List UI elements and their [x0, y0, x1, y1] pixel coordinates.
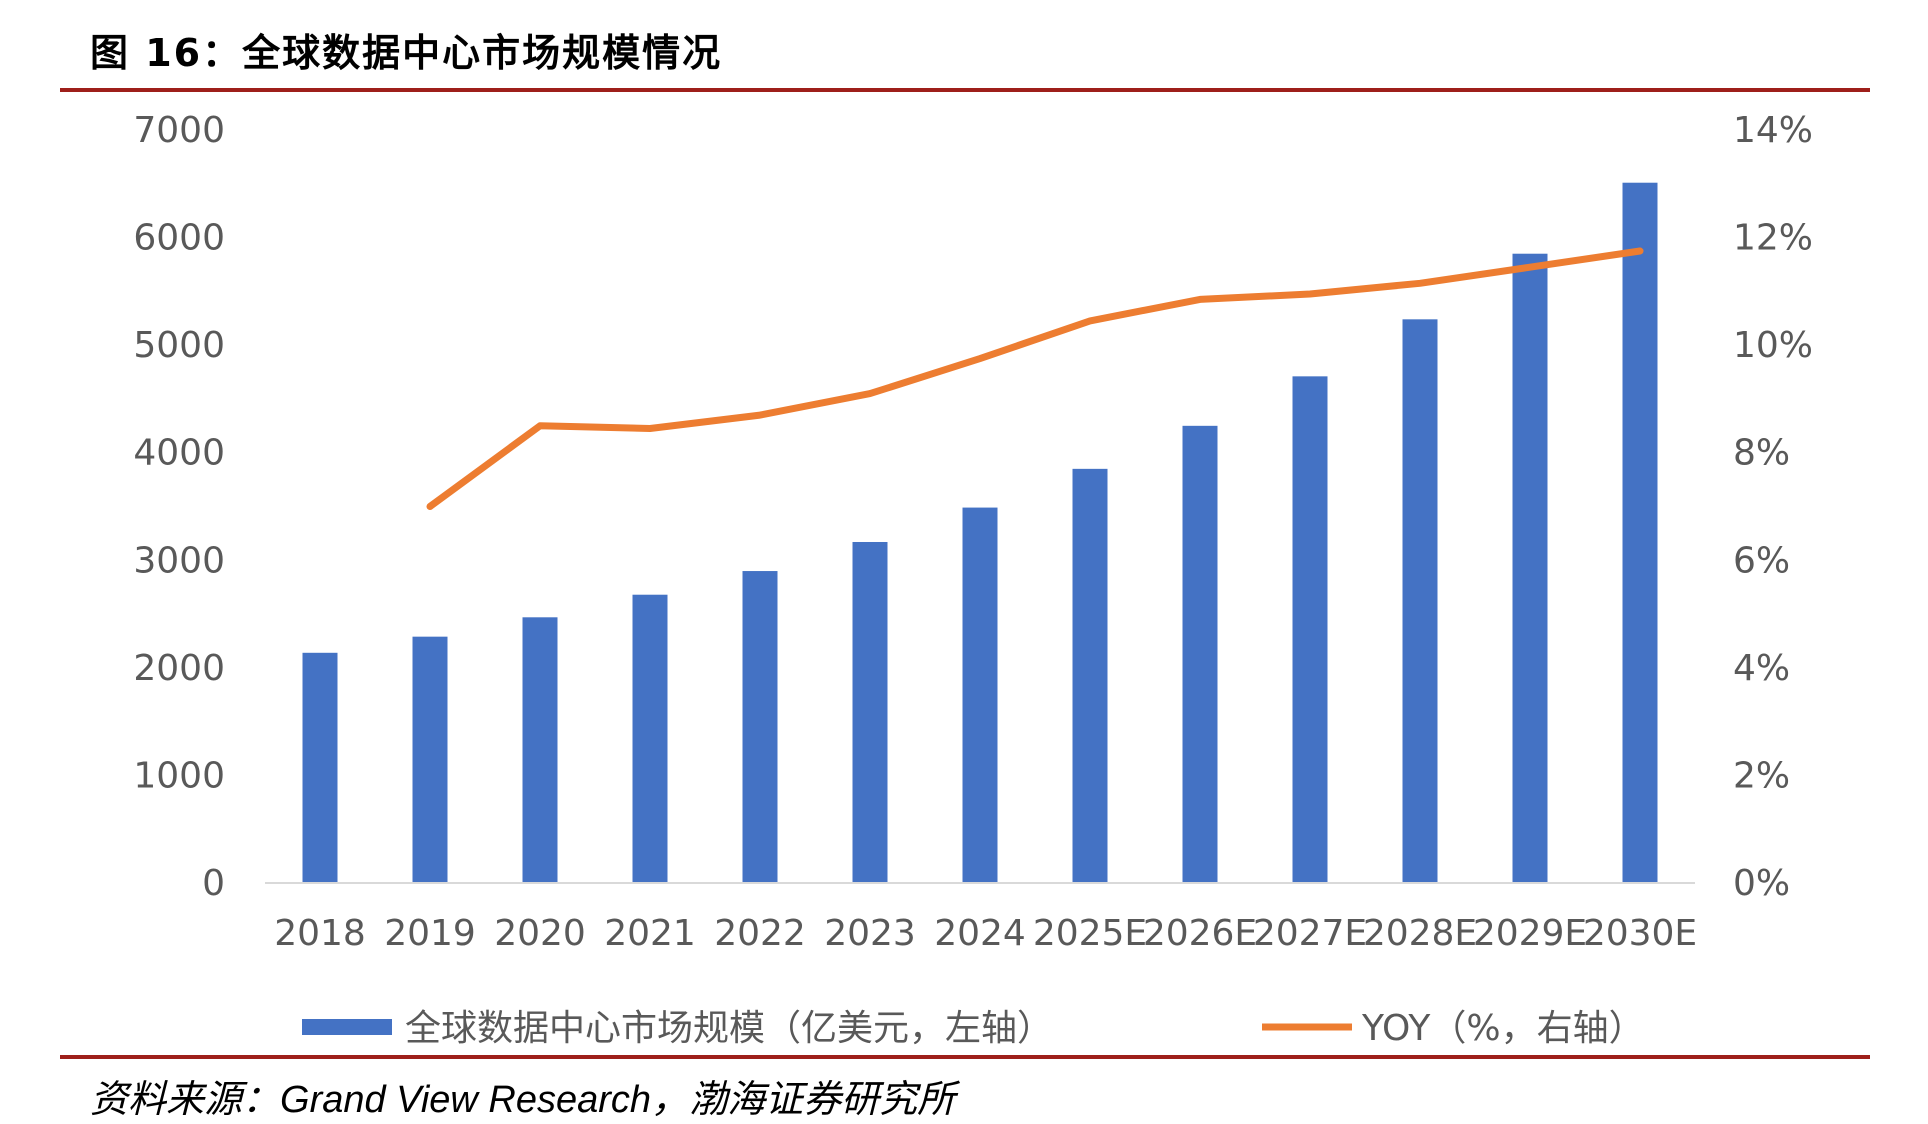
right-tick-label: 0%	[1733, 863, 1790, 904]
left-tick-label: 5000	[133, 325, 225, 366]
bar-2030E	[1622, 182, 1658, 884]
source-org: 渤海证券研究所	[689, 1077, 956, 1121]
x-tick-label: 2029E	[1473, 913, 1587, 954]
bar-2020	[522, 617, 558, 883]
title-rule	[60, 88, 1870, 92]
bar-2028E	[1402, 319, 1438, 884]
source-note: 资料来源：Grand View Research，渤海证券研究所	[90, 1068, 955, 1123]
bar-2029E	[1512, 253, 1548, 883]
legend-bar-swatch	[302, 1019, 392, 1035]
chart-legend: 全球数据中心市场规模（亿美元，左轴） YOY（%，右轴）	[302, 1008, 1645, 1049]
bar-series	[302, 182, 1658, 884]
bar-2018	[302, 652, 338, 883]
right-tick-label: 8%	[1733, 433, 1790, 474]
bar-2024	[962, 507, 998, 883]
data-center-market-chart: 0 1000 2000 3000 4000 5000 6000 7000 0% 2% 4% 6% 8%…	[133, 110, 1813, 1049]
bar-2019	[412, 636, 448, 883]
x-tick-label: 2023	[824, 913, 916, 954]
x-tick-label: 2030E	[1583, 913, 1697, 954]
figure-title: 图 16：全球数据中心市场规模情况	[90, 31, 723, 75]
bar-2025E	[1072, 468, 1108, 883]
right-tick-label: 6%	[1733, 540, 1790, 581]
legend-bar-label: 全球数据中心市场规模（亿美元，左轴）	[405, 1008, 1053, 1049]
x-tick-label: 2027E	[1253, 913, 1367, 954]
bar-2023	[852, 541, 888, 883]
left-tick-label: 7000	[133, 110, 225, 151]
source-label: 资料来源：	[90, 1077, 281, 1121]
x-axis-ticks: 2018 2019 2020 2021 2022 2023 2024 2025E2026E20…	[274, 913, 1697, 954]
bar-2027E	[1292, 376, 1328, 883]
source-text: Grand View Research，	[280, 1079, 690, 1121]
right-tick-label: 2%	[1733, 755, 1790, 796]
right-tick-label: 4%	[1733, 648, 1790, 689]
x-tick-label: 2025E	[1033, 913, 1147, 954]
source-rule	[60, 1055, 1870, 1059]
x-tick-label: 2024	[934, 913, 1026, 954]
x-tick-label: 2022	[714, 913, 806, 954]
x-tick-label: 2018	[274, 913, 366, 954]
yoy-line	[426, 247, 1644, 510]
bar-2026E	[1182, 425, 1218, 883]
left-axis-ticks: 0 1000 2000 3000 4000 5000 6000 7000	[133, 110, 225, 904]
right-axis-ticks: 0% 2% 4% 6% 8% 10% 12% 14%	[1733, 110, 1813, 904]
right-tick-label: 14%	[1733, 110, 1813, 151]
left-tick-label: 1000	[133, 755, 225, 796]
x-tick-label: 2028E	[1363, 913, 1477, 954]
left-tick-label: 2000	[133, 648, 225, 689]
left-tick-label: 3000	[133, 540, 225, 581]
x-tick-label: 2026E	[1143, 913, 1257, 954]
x-tick-label: 2020	[494, 913, 586, 954]
bar-2021	[632, 594, 668, 883]
x-tick-label: 2019	[384, 913, 476, 954]
left-tick-label: 0	[202, 863, 225, 904]
right-tick-label: 10%	[1733, 325, 1813, 366]
right-tick-label: 12%	[1733, 218, 1813, 259]
left-tick-label: 6000	[133, 218, 225, 259]
x-tick-label: 2021	[604, 913, 696, 954]
bar-2022	[742, 571, 778, 883]
left-tick-label: 4000	[133, 433, 225, 474]
legend-line-label: YOY（%，右轴）	[1361, 1008, 1645, 1049]
